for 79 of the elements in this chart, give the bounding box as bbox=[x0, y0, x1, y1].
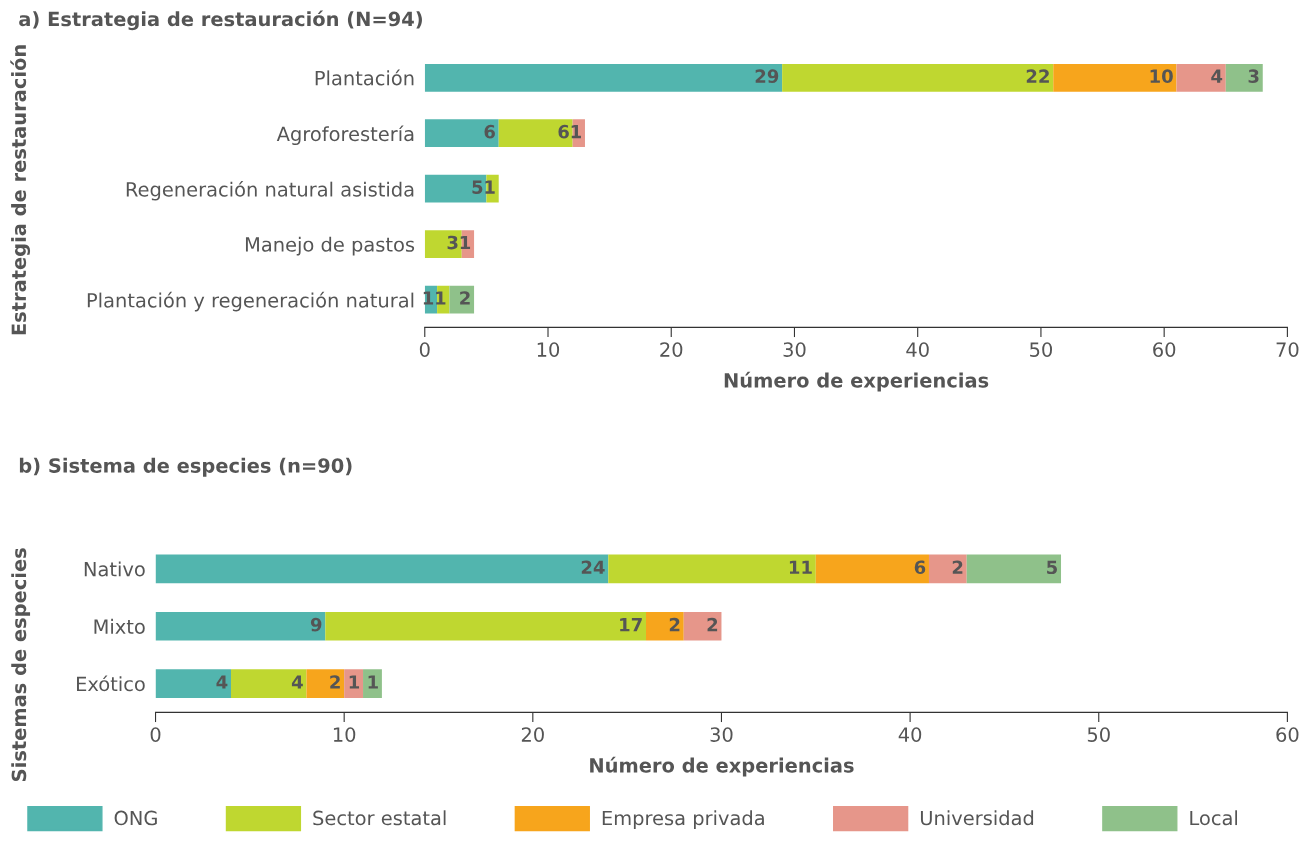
bar bbox=[424, 230, 462, 258]
x-tick-label: 10 bbox=[537, 342, 560, 357]
x-tick-label: 0 bbox=[419, 342, 430, 357]
y-tick-label: Plantación y regeneración natural bbox=[87, 291, 414, 312]
bar bbox=[782, 63, 1054, 92]
x-tick-label: 40 bbox=[898, 727, 922, 742]
y-tick-label: Exótico bbox=[77, 675, 145, 692]
data-label: 4 bbox=[1211, 69, 1223, 83]
bar bbox=[424, 174, 487, 203]
y-tick-label: Manejo de pastos bbox=[245, 236, 415, 256]
data-label: 2 bbox=[669, 617, 680, 632]
data-label: 2 bbox=[952, 560, 963, 574]
data-label: 2 bbox=[460, 291, 470, 305]
x-tick-label: 60 bbox=[1153, 342, 1176, 357]
bar bbox=[1225, 63, 1263, 92]
data-label: 10 bbox=[1150, 69, 1173, 83]
y-axis-title: Estrategia de restauración bbox=[10, 45, 31, 335]
data-label: 3 bbox=[1248, 69, 1259, 83]
x-tick-label: 0 bbox=[150, 727, 161, 742]
x-tick-label: 10 bbox=[333, 727, 356, 742]
y-tick-label: Agroforestería bbox=[276, 125, 414, 146]
bar bbox=[966, 554, 1062, 584]
x-tick-label: 50 bbox=[1030, 342, 1053, 357]
bar bbox=[325, 611, 647, 641]
x-tick-label: 20 bbox=[521, 727, 544, 742]
bar bbox=[646, 611, 684, 641]
bar bbox=[1053, 63, 1177, 92]
legend-label: ONG bbox=[114, 810, 157, 826]
bar bbox=[928, 554, 967, 584]
data-label: 6 bbox=[484, 124, 495, 139]
legend-label: Local bbox=[1190, 810, 1238, 826]
bar bbox=[683, 611, 722, 641]
bar bbox=[155, 554, 609, 584]
legend-label: Empresa privada bbox=[602, 810, 764, 830]
x-tick-label: 60 bbox=[1276, 727, 1299, 742]
x-axis-title: Número de experiencias bbox=[724, 371, 989, 392]
data-label: 11 bbox=[789, 560, 812, 574]
x-tick-label: 20 bbox=[660, 342, 683, 357]
bar bbox=[155, 611, 326, 641]
x-tick-label: 70 bbox=[1276, 342, 1299, 357]
bar bbox=[1176, 63, 1226, 92]
data-label: 9 bbox=[310, 617, 322, 632]
data-label: 5 bbox=[472, 180, 483, 194]
data-label: 1 bbox=[368, 675, 378, 689]
x-tick-label: 50 bbox=[1087, 727, 1110, 742]
data-label: 4 bbox=[216, 675, 228, 689]
data-label: 24 bbox=[581, 560, 605, 574]
bar bbox=[424, 63, 783, 92]
bar bbox=[306, 669, 345, 698]
y-tick-label: Plantación bbox=[315, 69, 414, 86]
x-axis-title: Número de experiencias bbox=[590, 756, 854, 777]
y-axis-title: Sistemas de especies bbox=[11, 548, 31, 782]
data-label: 6 bbox=[914, 560, 926, 575]
data-label: 29 bbox=[755, 69, 779, 83]
data-label: 1 bbox=[349, 675, 360, 689]
data-label: 5 bbox=[1047, 560, 1057, 575]
bar bbox=[498, 119, 573, 148]
bar bbox=[608, 554, 816, 584]
legend-label: Universidad bbox=[920, 810, 1034, 826]
y-tick-label: Regeneración natural asistida bbox=[126, 180, 414, 201]
y-tick-label: Nativo bbox=[84, 561, 145, 577]
chart-title: b) Sistema de especies (n=90) bbox=[19, 457, 352, 477]
bar bbox=[155, 669, 231, 698]
data-label: 2 bbox=[330, 675, 340, 689]
x-tick-label: 30 bbox=[710, 727, 733, 742]
data-label: 3 bbox=[447, 235, 458, 250]
data-label: 4 bbox=[291, 675, 303, 689]
x-tick-label: 40 bbox=[906, 342, 929, 357]
text: a) Estrategia de restauración (N=94) bbox=[19, 10, 422, 31]
y-tick-label: Mixto bbox=[94, 618, 145, 634]
data-label: 6 bbox=[558, 124, 569, 139]
bar bbox=[815, 554, 929, 584]
data-label: 22 bbox=[1026, 69, 1049, 83]
legend-label: Sector estatal bbox=[313, 810, 446, 826]
data-label: 2 bbox=[707, 617, 718, 632]
x-tick-label: 30 bbox=[783, 342, 806, 357]
bar bbox=[230, 669, 307, 698]
data-label: 17 bbox=[620, 618, 642, 632]
bar bbox=[424, 119, 499, 148]
